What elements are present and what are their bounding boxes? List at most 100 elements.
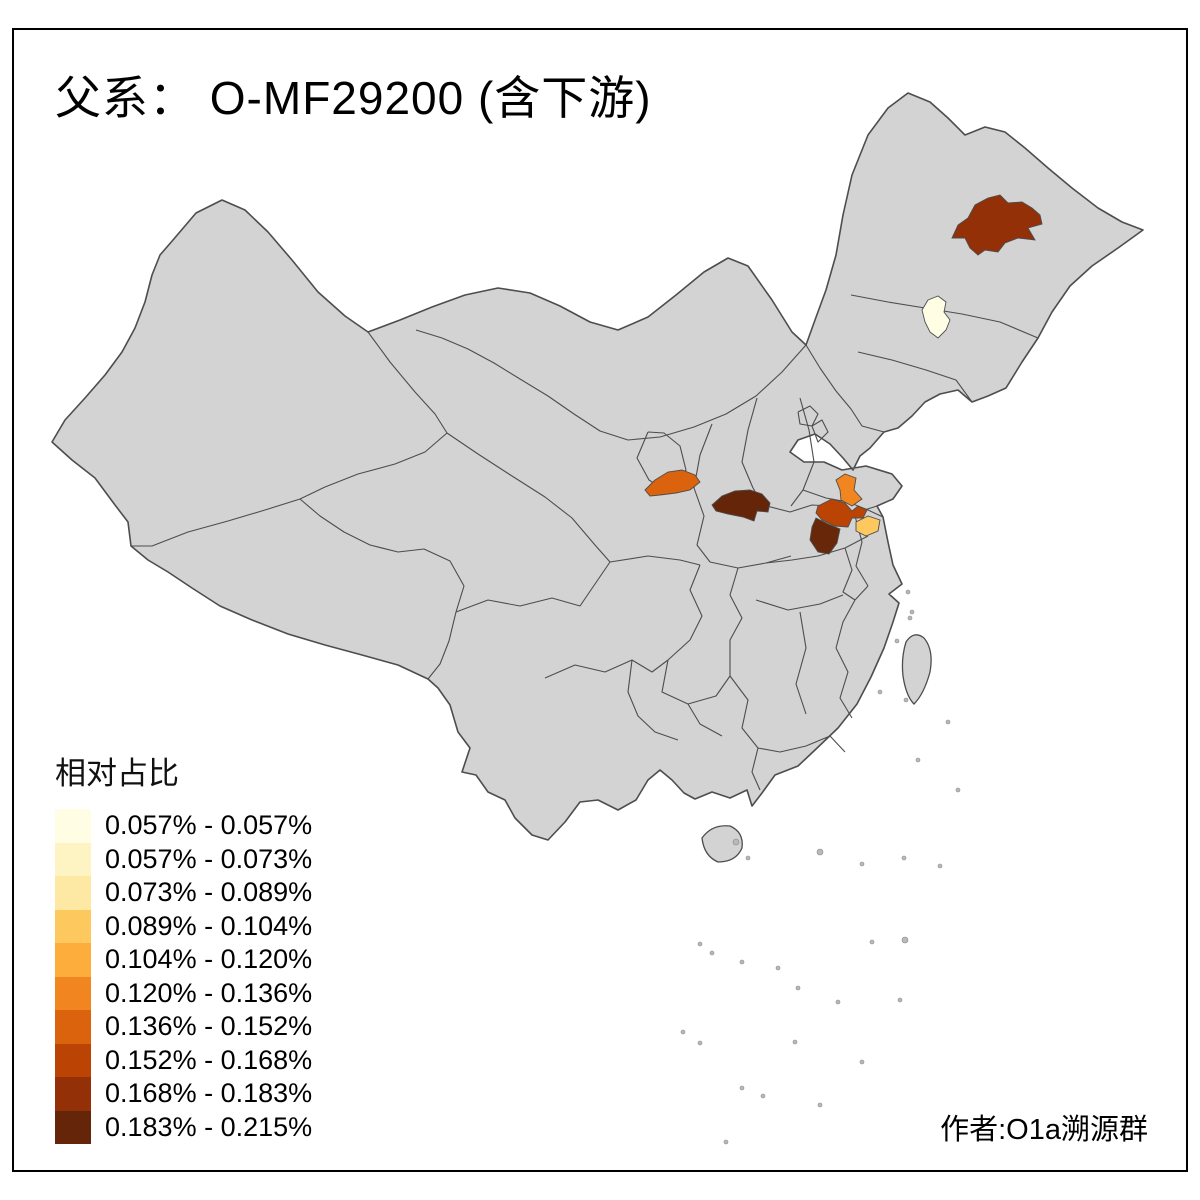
legend-swatch: [55, 842, 91, 876]
island: [901, 634, 932, 705]
sea-island-dot: [816, 848, 824, 856]
province-border: [689, 564, 703, 641]
sea-island-dot: [869, 939, 875, 945]
author-credit: 作者:O1a溯源群: [940, 1114, 1148, 1146]
province-border: [835, 647, 853, 719]
province-border: [693, 423, 713, 563]
legend-swatch: [55, 876, 91, 910]
province-border: [446, 432, 611, 563]
sea-island-dot: [835, 999, 841, 1005]
sea-island-dot: [915, 757, 921, 763]
sea-island-dot: [795, 985, 801, 991]
province-border: [829, 735, 846, 753]
province-border: [795, 611, 807, 715]
sea-island-dot: [903, 697, 909, 703]
sea-island-dot: [905, 589, 911, 595]
province-border: [609, 555, 701, 566]
sea-island-dot: [859, 861, 865, 867]
legend-item-8: 0.152% - 0.168%: [55, 1043, 313, 1077]
sea-island-dot: [955, 787, 961, 793]
sea-island-dot: [739, 1085, 745, 1091]
sea-island-dot: [901, 936, 909, 944]
province-border: [835, 599, 856, 649]
sea-island-dot: [817, 1102, 823, 1108]
legend-label: 0.057% - 0.073%: [105, 843, 313, 874]
legend-swatch: [55, 1110, 91, 1144]
sea-island-dot: [907, 615, 913, 621]
province-border: [805, 344, 885, 433]
sea-island-dot: [901, 855, 907, 861]
page-title: 父系： O-MF29200 (含下游): [55, 72, 652, 124]
province-border: [299, 498, 465, 613]
legend-item-1: 0.057% - 0.057%: [55, 809, 312, 843]
sea-island-dot: [897, 997, 903, 1003]
highlight-gansu-orange: [644, 469, 701, 497]
legend: 相对占比 0.057% - 0.057% 0.057% - 0.073% 0.073…: [55, 748, 312, 1144]
province-border: [842, 547, 856, 601]
legend-item-3: 0.073% - 0.089%: [55, 876, 312, 910]
highlight-hubei-brown: [809, 517, 841, 555]
highlight-shaanxi-darkest: [711, 489, 771, 522]
legend-item-10: 0.183% - 0.215%: [55, 1110, 312, 1144]
province-border: [455, 561, 611, 613]
province-border: [755, 594, 844, 611]
sea-island-dot: [760, 1093, 766, 1099]
legend-item-2: 0.057% - 0.073%: [55, 842, 313, 876]
legend-item-5: 0.104% - 0.120%: [55, 943, 312, 977]
province-border: [854, 585, 869, 601]
province-border: [627, 659, 679, 741]
legend-title: 相对占比: [55, 756, 179, 791]
legend-item-4: 0.089% - 0.104%: [55, 909, 313, 943]
province-border: [299, 331, 448, 500]
sea-island-dot: [697, 1040, 703, 1046]
sea-island-dot: [709, 950, 715, 956]
sea-island-dot: [775, 965, 781, 971]
sea-island-dot: [697, 941, 703, 947]
province-border: [427, 611, 457, 680]
province-border: [131, 498, 301, 547]
sea-island-dot: [792, 1039, 798, 1045]
sea-island-dot: [723, 1139, 729, 1145]
sea-island-dot: [680, 1029, 686, 1035]
legend-swatch: [55, 809, 91, 843]
province-border: [729, 567, 743, 641]
province-border: [751, 747, 761, 791]
sea-island-dot: [745, 855, 751, 861]
province-border: [729, 675, 759, 749]
highlight-henan-orange: [835, 473, 863, 507]
legend-label: 0.152% - 0.168%: [105, 1044, 313, 1075]
island: [701, 825, 743, 863]
sea-island-dot: [877, 689, 883, 695]
legend-item-6: 0.120% - 0.136%: [55, 976, 313, 1010]
legend-swatch: [55, 943, 91, 977]
province-border: [661, 640, 731, 705]
province-border: [857, 351, 973, 403]
legend-label: 0.057% - 0.057%: [105, 810, 313, 841]
sea-island-dot: [937, 863, 943, 869]
legend-label: 0.120% - 0.136%: [105, 977, 313, 1008]
sea-island-dot: [859, 1059, 865, 1065]
highlight-jilin-pale: [921, 295, 951, 339]
province-border: [757, 735, 831, 753]
legend-label: 0.073% - 0.089%: [105, 877, 313, 908]
highlight-light-yellow: [855, 515, 881, 537]
province-border: [797, 405, 819, 427]
province-border: [790, 397, 815, 507]
legend-label: 0.089% - 0.104%: [105, 910, 313, 941]
sea-island-dot: [909, 609, 915, 615]
legend-swatch: [55, 909, 91, 943]
province-border: [765, 535, 869, 564]
province-border: [687, 703, 723, 737]
highlight-northeast: [951, 194, 1043, 256]
legend-item-7: 0.136% - 0.152%: [55, 1010, 312, 1044]
legend-label: 0.168% - 0.183%: [105, 1078, 313, 1109]
sea-island-dot: [945, 719, 951, 725]
legend-label: 0.136% - 0.152%: [105, 1011, 313, 1042]
sea-island-dot: [739, 959, 745, 965]
legend-item-9: 0.168% - 0.183%: [55, 1077, 312, 1111]
province-border: [544, 659, 669, 679]
china-outline: [51, 92, 1144, 841]
legend-swatch: [55, 1043, 91, 1077]
legend-items: 0.057% - 0.057% 0.057% - 0.073% 0.073% - 0…: [55, 809, 312, 1144]
